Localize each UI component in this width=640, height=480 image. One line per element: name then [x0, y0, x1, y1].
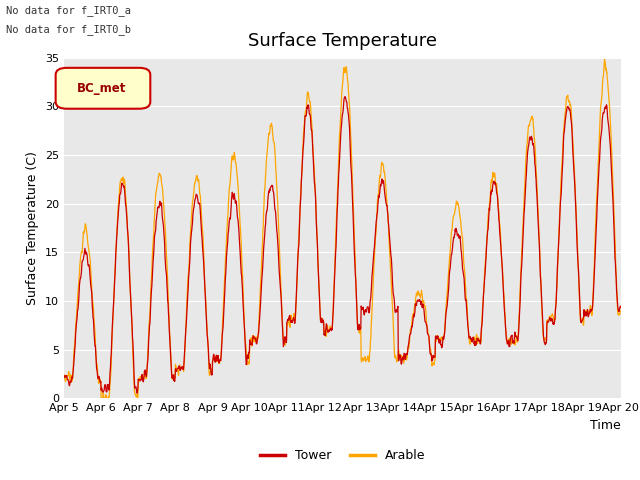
Y-axis label: Surface Temperature (C): Surface Temperature (C)	[26, 151, 40, 305]
X-axis label: Time: Time	[590, 419, 621, 432]
Text: BC_met: BC_met	[77, 82, 127, 95]
Text: No data for f̲IRT0̲b: No data for f̲IRT0̲b	[6, 24, 131, 35]
Legend: Tower, Arable: Tower, Arable	[255, 444, 430, 467]
FancyBboxPatch shape	[56, 68, 150, 109]
Title: Surface Temperature: Surface Temperature	[248, 33, 437, 50]
Text: No data for f_IRT0_a: No data for f_IRT0_a	[6, 5, 131, 16]
